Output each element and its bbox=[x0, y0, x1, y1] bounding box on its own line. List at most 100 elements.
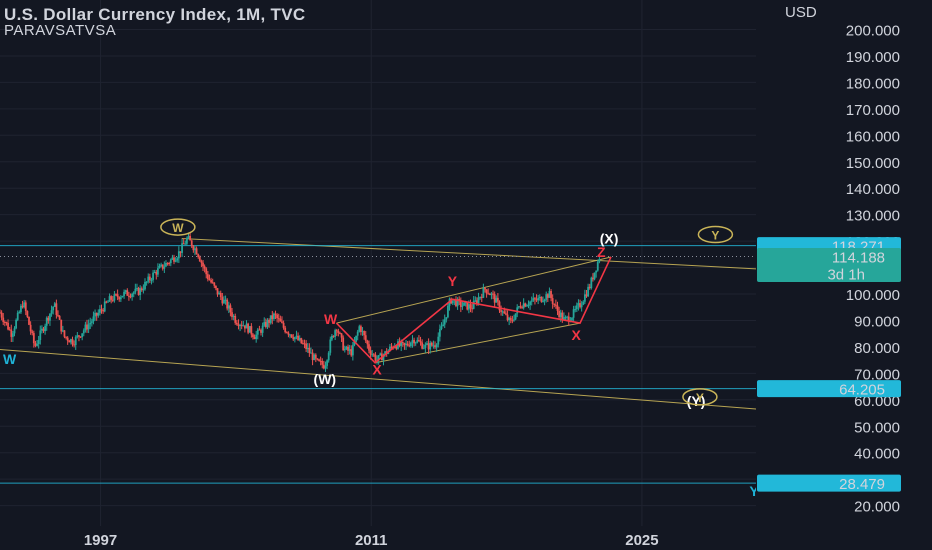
candle-body bbox=[595, 270, 598, 273]
candle-body bbox=[351, 345, 354, 356]
candle-body bbox=[469, 304, 472, 309]
y-tick-label: 80.000 bbox=[854, 340, 900, 357]
candle-body bbox=[105, 301, 108, 303]
candle-body bbox=[182, 243, 185, 245]
countdown-label: 3d 1h bbox=[827, 266, 865, 283]
candle-body bbox=[226, 299, 229, 309]
candle-body bbox=[200, 261, 203, 263]
candle-body bbox=[168, 263, 171, 265]
y-tick-label: 130.000 bbox=[846, 208, 900, 225]
candle-body bbox=[256, 329, 259, 335]
x-tick-label: 2025 bbox=[625, 532, 658, 549]
candle-body bbox=[219, 292, 222, 298]
candle-body bbox=[245, 323, 248, 329]
candle-body bbox=[308, 347, 311, 354]
candle-body bbox=[534, 298, 536, 300]
candle-body bbox=[63, 330, 66, 337]
y-tick-label: 160.000 bbox=[846, 128, 900, 145]
candle-body bbox=[411, 339, 414, 343]
candle-body bbox=[319, 360, 322, 362]
candle-body bbox=[390, 346, 393, 348]
candle-body bbox=[255, 334, 258, 340]
candle-body bbox=[443, 319, 446, 325]
candle-body bbox=[258, 329, 261, 331]
candle-body bbox=[71, 339, 74, 345]
candle-body bbox=[290, 334, 293, 338]
candle-body bbox=[195, 248, 198, 255]
candle-body bbox=[271, 315, 274, 320]
candle-body bbox=[467, 304, 470, 310]
candle-body bbox=[173, 257, 175, 262]
candle-body bbox=[538, 296, 541, 298]
candle-body bbox=[8, 329, 11, 331]
y-tick-label: 190.000 bbox=[846, 49, 900, 66]
candle-body bbox=[322, 364, 325, 369]
candle-body bbox=[76, 335, 79, 338]
candle-body bbox=[232, 315, 235, 317]
candle-body bbox=[131, 293, 134, 297]
candle-body bbox=[596, 261, 599, 271]
candle-body bbox=[253, 337, 256, 340]
candle-body bbox=[334, 330, 337, 337]
candle-body bbox=[585, 294, 588, 297]
candle-body bbox=[485, 289, 488, 294]
candle-body bbox=[506, 314, 509, 321]
candle-body bbox=[300, 338, 303, 344]
candle-body bbox=[430, 342, 433, 346]
candle-body bbox=[110, 296, 113, 300]
candle-body bbox=[293, 337, 296, 340]
candle-body bbox=[455, 299, 457, 307]
candle-body bbox=[177, 251, 180, 259]
candle-body bbox=[356, 331, 359, 336]
candle-body bbox=[108, 296, 111, 302]
candle-body bbox=[227, 305, 230, 309]
candle-body bbox=[564, 317, 567, 319]
candle-body bbox=[13, 328, 16, 334]
y-tick-label: 70.000 bbox=[854, 366, 900, 383]
candle-body bbox=[575, 305, 578, 310]
candle-body bbox=[239, 324, 241, 327]
candle-body bbox=[442, 324, 444, 327]
candle-body bbox=[472, 301, 475, 309]
candle-body bbox=[235, 322, 238, 325]
price-tag-label: 28.479 bbox=[839, 476, 885, 493]
x-tick-label: 2011 bbox=[355, 532, 388, 549]
candle-body bbox=[28, 316, 30, 325]
candle-body bbox=[192, 246, 195, 251]
channel-bottom-line bbox=[0, 349, 757, 410]
candle-body bbox=[153, 271, 156, 273]
candle-body bbox=[530, 300, 533, 302]
candle-body bbox=[3, 321, 6, 323]
candle-body bbox=[495, 297, 498, 303]
time-axis[interactable] bbox=[0, 526, 756, 550]
candle-body bbox=[39, 330, 42, 341]
candle-body bbox=[206, 274, 209, 280]
candle-body bbox=[26, 311, 29, 317]
price-tag-box bbox=[757, 247, 901, 282]
candle-body bbox=[310, 352, 312, 354]
candle-body bbox=[57, 314, 59, 316]
candle-body bbox=[86, 324, 88, 330]
candle-body bbox=[166, 263, 169, 265]
candle-body bbox=[340, 333, 343, 338]
candle-body bbox=[372, 354, 375, 356]
candle-body bbox=[136, 287, 138, 289]
candle-body bbox=[524, 303, 527, 307]
candle-body bbox=[261, 325, 264, 333]
y-tick-label: 150.000 bbox=[846, 155, 900, 172]
candle-body bbox=[118, 297, 121, 300]
candle-body bbox=[463, 302, 465, 306]
candle-body bbox=[58, 315, 61, 320]
candle-body bbox=[361, 331, 364, 333]
candle-body bbox=[81, 333, 84, 338]
candle-body bbox=[559, 312, 562, 318]
candle-body bbox=[516, 307, 519, 314]
candle-body bbox=[554, 304, 557, 306]
candle-body bbox=[107, 301, 109, 303]
candle-body bbox=[579, 303, 581, 308]
candle-body bbox=[413, 339, 415, 344]
zigzag-wave-line bbox=[335, 256, 612, 364]
candle-body bbox=[427, 343, 430, 350]
candle-body bbox=[203, 266, 206, 269]
